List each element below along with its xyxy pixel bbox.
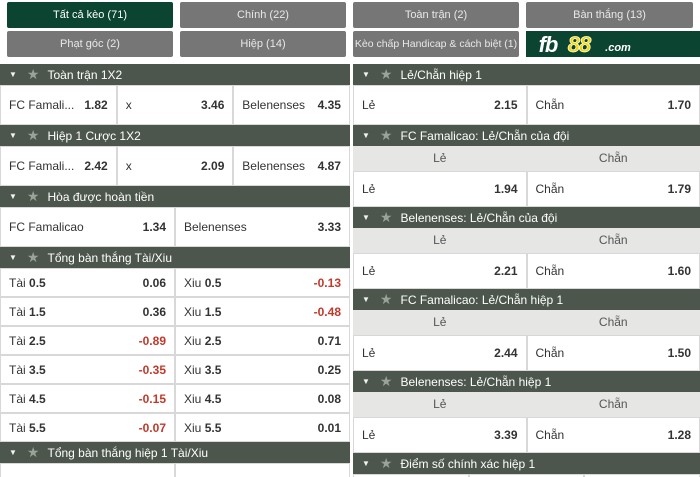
svg-text:fb: fb: [539, 32, 558, 57]
svg-text:88: 88: [568, 32, 592, 57]
svg-text:.com: .com: [605, 42, 631, 54]
